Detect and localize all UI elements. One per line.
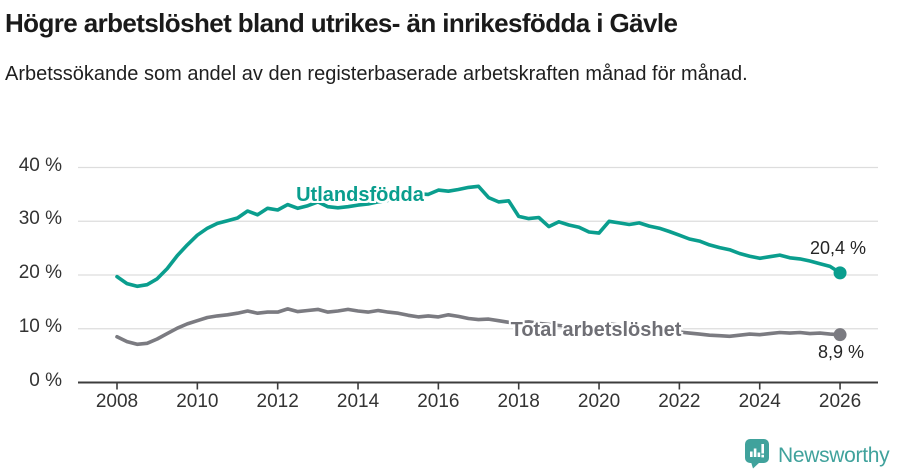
footer: Newsworthy bbox=[744, 438, 890, 474]
y-axis-tick-label: 10 % bbox=[18, 315, 62, 337]
chart-title: Högre arbetslöshet bland utrikes- än inr… bbox=[5, 8, 678, 38]
chart-subtitle: Arbetssökande som andel av den registerb… bbox=[5, 63, 748, 85]
x-axis-tick-label: 2014 bbox=[336, 391, 380, 412]
x-axis-tick-label: 2024 bbox=[738, 391, 781, 412]
x-axis-tick-label: 2016 bbox=[417, 391, 460, 412]
x-axis-tick-label: 2026 bbox=[818, 391, 862, 412]
end-value-label-utlandsfodda: 20,4 % bbox=[809, 238, 866, 258]
y-axis-tick-label: 0 % bbox=[29, 369, 62, 391]
series-line-total-arbetsloshet bbox=[115, 307, 842, 347]
x-axis-tick-label: 2012 bbox=[256, 391, 299, 412]
end-dot-utlandsfodda bbox=[833, 266, 847, 280]
x-axis-tick-label: 2020 bbox=[577, 391, 621, 412]
newsworthy-logo-icon bbox=[744, 438, 771, 474]
y-axis-tick-label: 20 % bbox=[18, 262, 62, 283]
x-axis-tick-label: 2010 bbox=[176, 391, 219, 412]
series-label-total-arbetsloshet: Total arbetslöshet bbox=[510, 319, 682, 341]
x-axis-tick-label: 2008 bbox=[95, 391, 139, 412]
y-axis-tick-label: 40 % bbox=[18, 154, 62, 176]
series-label-utlandsfodda: Utlandsfödda bbox=[296, 184, 424, 206]
newsworthy-brand: Newsworthy bbox=[778, 444, 890, 467]
x-axis-tick-label: 2022 bbox=[658, 391, 701, 412]
y-axis-tick-label: 30 % bbox=[18, 208, 62, 230]
x-axis-tick-label: 2018 bbox=[497, 391, 540, 412]
end-value-label-total-arbetsloshet: 8,9 % bbox=[817, 342, 864, 362]
end-dot-total-arbetsloshet bbox=[833, 328, 847, 342]
series-line-utlandsfodda bbox=[115, 184, 842, 289]
